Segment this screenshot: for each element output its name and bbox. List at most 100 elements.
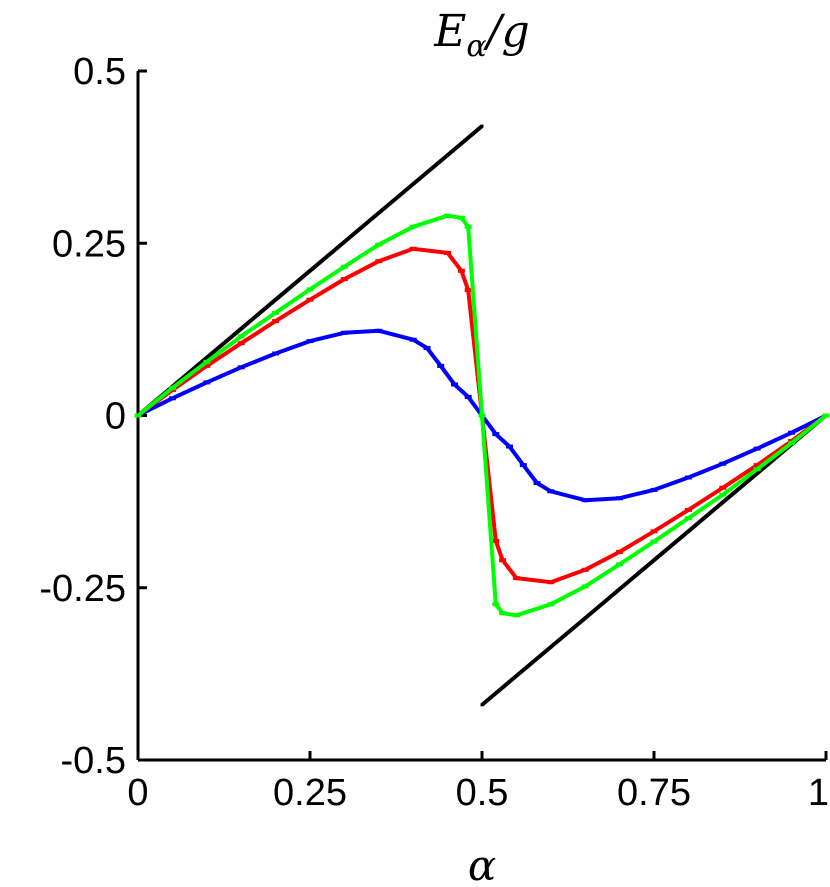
- data-point: [650, 529, 658, 534]
- data-point: [168, 396, 176, 401]
- data-point: [753, 463, 761, 468]
- data-point: [583, 616, 587, 620]
- chart-title-rest: /g: [483, 6, 530, 57]
- data-point: [519, 463, 527, 468]
- x-tick-label: 0.5: [456, 772, 509, 814]
- x-tick-label: 1: [808, 772, 829, 814]
- series-line: [480, 413, 828, 707]
- chart-title-main: E: [433, 6, 466, 57]
- data-point: [375, 242, 383, 247]
- chart-title-sub: α: [466, 29, 486, 64]
- data-point: [444, 250, 452, 255]
- data-point: [684, 507, 692, 512]
- data-point: [463, 139, 467, 143]
- axes: -0.5 -0.25 0 0.25 0.5 0 0.25 0.5 0.75 1: [39, 51, 829, 814]
- data-point: [616, 496, 624, 501]
- data-point: [581, 498, 589, 503]
- data-point: [650, 539, 658, 544]
- data-point: [616, 562, 624, 567]
- data-point: [547, 602, 555, 607]
- data-point: [464, 224, 472, 229]
- series-layer: [134, 124, 830, 707]
- data-point: [686, 529, 690, 533]
- data-point: [499, 558, 507, 563]
- chart-title: Eα/g: [433, 6, 529, 64]
- data-point: [581, 567, 589, 572]
- data-point: [618, 587, 622, 591]
- x-tick-label: 0.75: [617, 772, 691, 814]
- data-point: [134, 413, 142, 418]
- data-point: [306, 339, 314, 344]
- data-point: [272, 310, 280, 315]
- data-point: [237, 334, 245, 339]
- data-point: [237, 341, 245, 346]
- data-point: [308, 269, 312, 273]
- data-point: [652, 558, 656, 562]
- data-point: [549, 645, 553, 649]
- data-point: [753, 467, 761, 472]
- data-point: [409, 246, 417, 251]
- data-point: [203, 363, 211, 368]
- data-point: [239, 327, 243, 331]
- data-point: [272, 319, 280, 324]
- data-point: [274, 298, 278, 302]
- data-point: [719, 461, 727, 466]
- data-point: [581, 584, 589, 589]
- data-point: [492, 538, 500, 543]
- data-point: [306, 297, 314, 302]
- y-tick-label: 0: [105, 396, 126, 438]
- data-point: [342, 240, 346, 244]
- data-point: [480, 703, 484, 707]
- data-point: [168, 385, 176, 390]
- data-point: [755, 471, 759, 475]
- data-point: [409, 337, 417, 342]
- data-point: [684, 475, 692, 480]
- data-point: [650, 487, 658, 492]
- data-point: [411, 182, 415, 186]
- data-point: [547, 580, 555, 585]
- data-point: [512, 613, 520, 618]
- data-point: [457, 268, 465, 273]
- data-point: [272, 351, 280, 356]
- data-point: [464, 288, 472, 293]
- data-point: [684, 516, 692, 521]
- x-tick-label: 0.25: [273, 772, 347, 814]
- data-point: [788, 441, 796, 446]
- data-point: [497, 688, 501, 692]
- data-point: [719, 492, 727, 497]
- data-point: [203, 359, 211, 364]
- data-point: [444, 213, 452, 218]
- data-point: [340, 264, 348, 269]
- data-point: [514, 674, 518, 678]
- data-point: [753, 446, 761, 451]
- data-point: [457, 215, 465, 220]
- data-point: [205, 356, 209, 360]
- data-point: [423, 346, 431, 350]
- x-tick-label: 0: [127, 772, 148, 814]
- data-point: [377, 211, 381, 215]
- y-tick-label: 0.5: [73, 51, 126, 93]
- data-point: [478, 413, 486, 418]
- data-point: [375, 328, 383, 333]
- data-point: [409, 224, 417, 229]
- data-point: [499, 611, 507, 616]
- data-point: [203, 380, 211, 385]
- data-point: [340, 277, 348, 282]
- data-point: [506, 444, 513, 449]
- data-point: [721, 500, 725, 504]
- data-point: [492, 432, 500, 437]
- data-point: [437, 363, 445, 368]
- y-tick-label: -0.25: [39, 568, 126, 610]
- data-point: [451, 382, 458, 387]
- data-point: [512, 576, 520, 581]
- data-point: [340, 330, 348, 335]
- data-point: [464, 394, 472, 399]
- y-tick-label: -0.5: [61, 740, 126, 782]
- data-point: [533, 481, 541, 485]
- data-point: [306, 287, 314, 292]
- data-point: [237, 365, 245, 370]
- data-point: [788, 430, 796, 435]
- series-4: [134, 213, 830, 618]
- data-point: [446, 153, 450, 157]
